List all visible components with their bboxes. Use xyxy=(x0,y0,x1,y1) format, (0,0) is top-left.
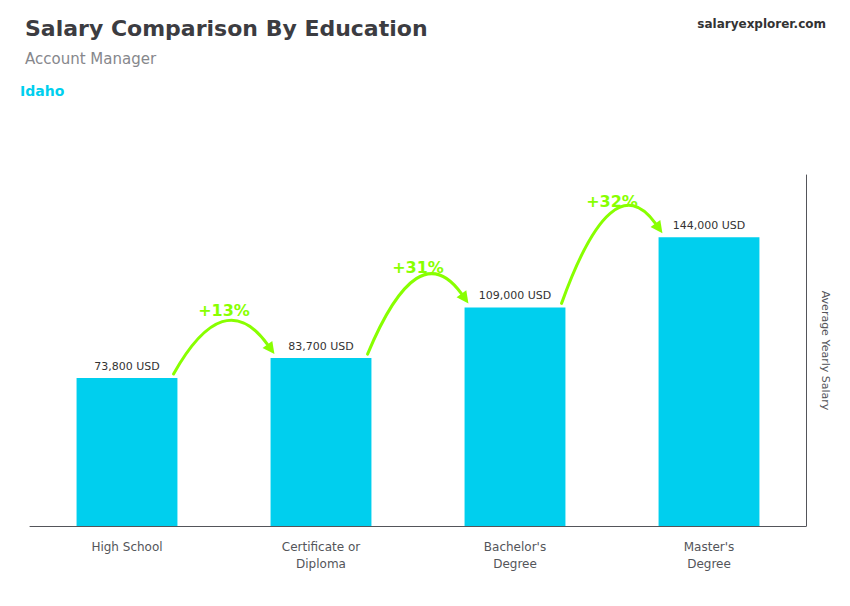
svg-text:High School: High School xyxy=(91,540,162,554)
svg-text:Idaho: Idaho xyxy=(20,83,65,99)
svg-text:Salary Comparison By Education: Salary Comparison By Education xyxy=(25,16,428,41)
svg-text:Degree: Degree xyxy=(493,557,537,571)
svg-text:83,700 USD: 83,700 USD xyxy=(288,340,354,353)
svg-text:144,000 USD: 144,000 USD xyxy=(673,219,746,232)
svg-text:Bachelor's: Bachelor's xyxy=(484,540,546,554)
svg-text:+32%: +32% xyxy=(586,192,638,211)
svg-text:+31%: +31% xyxy=(392,258,444,277)
svg-text:Certificate or: Certificate or xyxy=(282,540,360,554)
svg-text:salaryexplorer.com: salaryexplorer.com xyxy=(697,17,826,31)
svg-text:Diploma: Diploma xyxy=(296,557,346,571)
svg-text:73,800 USD: 73,800 USD xyxy=(94,360,160,373)
svg-text:Average Yearly Salary: Average Yearly Salary xyxy=(819,291,832,411)
svg-text:+13%: +13% xyxy=(198,301,250,320)
svg-text:Account Manager: Account Manager xyxy=(25,50,157,68)
svg-text:Degree: Degree xyxy=(687,557,731,571)
svg-text:Master's: Master's xyxy=(684,540,735,554)
svg-text:109,000 USD: 109,000 USD xyxy=(479,289,552,302)
